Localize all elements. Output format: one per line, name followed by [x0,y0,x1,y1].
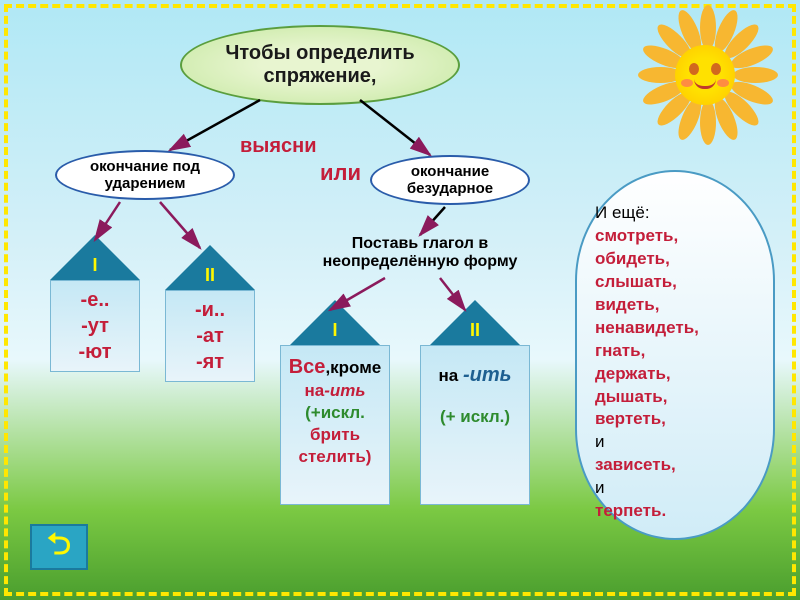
exception-word: вертеть, [595,409,666,428]
h3-l1b: ,кроме [325,358,381,377]
exception-word: дышать, [595,387,667,406]
h3-l2b: -ить [324,381,365,400]
h1-line1: -е.. [59,287,131,313]
exception-word: держать, [595,364,671,383]
h4-l2: (+ искл.) [427,406,523,428]
h3-l2a: на [305,381,325,400]
house-conjugation-1-stressed: I -е.. -ут -ют [50,235,140,372]
h2-line2: -ат [174,323,246,349]
roof-label-2: II [200,265,220,286]
back-button[interactable]: ⮌ [30,524,88,570]
h3-l1a: Все [289,356,326,378]
roof-label-3: I [325,320,345,341]
instruction-text: Поставь глагол в неопределённую форму [310,235,530,271]
center-word-1: выясни [240,135,317,158]
house-conjugation-1-infinitive: I Все,кроме на-ить (+искл. брить стелить… [280,300,390,505]
h2-line3: -ят [174,349,246,375]
exception-word: слышать, [595,272,677,291]
h1-line3: -ют [59,339,131,365]
h3-l5: стелить) [299,447,372,466]
h4-l1b: -ить [463,364,512,386]
oval-right-text: окончание безударное [380,163,520,197]
exceptions-bubble: И ещё: смотреть, обидеть, слышать, видеть, н… [575,170,775,540]
side-and2: и [595,478,605,497]
h2-line1: -и.. [174,297,246,323]
h1-line2: -ут [59,313,131,339]
back-arrow-icon: ⮌ [47,522,71,573]
exception-word: обидеть, [595,249,670,268]
center-word-2: или [320,160,361,186]
oval-unstressed-ending: окончание безударное [370,155,530,205]
h3-l4: брить [287,424,383,446]
title-bubble: Чтобы определить спряжение, [180,25,460,105]
exception-word: ненавидеть, [595,318,699,337]
exception-word: гнать, [595,341,645,360]
title-text: Чтобы определить спряжение, [182,42,458,88]
h4-l1a: на [439,366,463,385]
sun-decoration [650,20,760,130]
exception-word: смотреть, [595,226,678,245]
side-intro: И ещё: [595,203,650,222]
house-conjugation-2-stressed: II -и.. -ат -ят [165,245,255,382]
side-and1: и [595,432,605,451]
house-conjugation-2-infinitive: II на -ить (+ искл.) [420,300,530,505]
roof-label-1: I [85,255,105,276]
oval-left-text: окончание под ударением [65,158,225,192]
oval-stressed-ending: окончание под ударением [55,150,235,200]
exception-word: видеть, [595,295,659,314]
side-w-after1: зависеть, [595,455,676,474]
h3-l3: (+искл. [287,402,383,424]
roof-label-4: II [465,320,485,341]
side-w-after2: терпеть. [595,501,666,520]
